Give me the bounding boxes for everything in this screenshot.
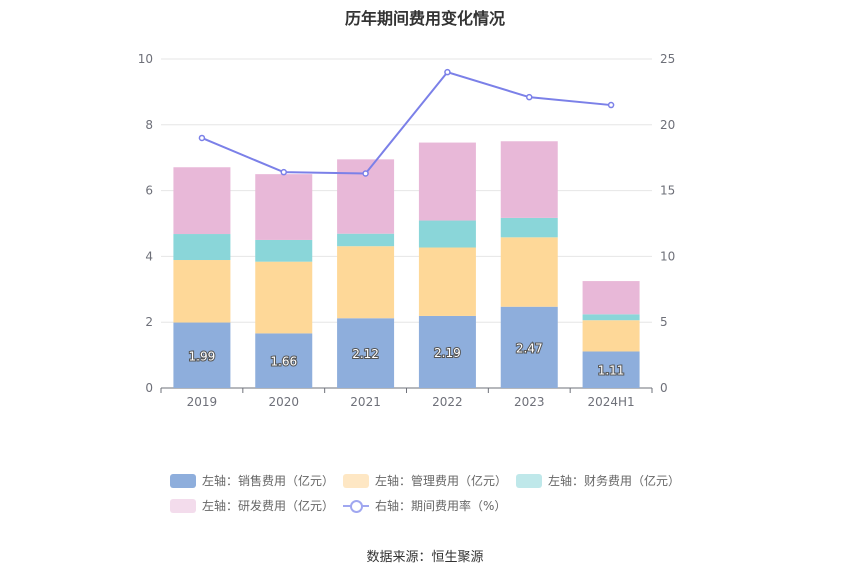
bar-value-label: 2.19: [434, 346, 461, 360]
legend-item-sales[interactable]: 左轴：销售费用（亿元）: [170, 472, 334, 489]
bar-segment: [500, 306, 558, 388]
bar-segment: [418, 315, 476, 388]
bar-segment: [173, 260, 231, 323]
bar-segment: [337, 318, 395, 388]
bar-segment: [418, 220, 476, 248]
legend-item-expense-ratio[interactable]: 右轴：期间费用率（%）: [343, 497, 506, 514]
x-axis-tick-label: 2023: [514, 395, 545, 409]
expense-ratio-point: [280, 168, 287, 176]
bar-value-label: 1.66: [270, 355, 297, 369]
right-axis-tick-label: 25: [660, 52, 675, 66]
bar-segment: [418, 247, 476, 316]
expense-ratio-point: [444, 68, 451, 76]
bar-segment: [255, 333, 313, 388]
bar-segment: [582, 281, 640, 315]
left-axis-tick-label: 8: [145, 118, 153, 132]
bar-segment: [500, 217, 558, 238]
expense-ratio-point: [526, 93, 533, 101]
left-axis-tick-label: 4: [145, 249, 153, 263]
legend-label: 左轴：财务费用（亿元）: [548, 474, 681, 488]
bar-segment: [173, 234, 231, 261]
legend-item-finance[interactable]: 左轴：财务费用（亿元）: [516, 472, 680, 489]
expense-ratio-point: [198, 134, 206, 142]
bar-value-label: 2.47: [516, 341, 543, 355]
bar-segment: [255, 261, 313, 334]
legend-swatch: [170, 473, 196, 488]
bar-segment: [418, 142, 476, 221]
bar-segment: [500, 141, 558, 218]
x-axis-tick-label: 2020: [268, 395, 299, 409]
bar-value-label: 1.11: [598, 364, 625, 378]
legend-swatch: [170, 498, 196, 513]
bar-value-label: 2.12: [352, 347, 379, 361]
legend-label: 左轴：研发费用（亿元）: [202, 499, 335, 513]
x-axis-tick-label: 2024H1: [587, 395, 634, 409]
expense-ratio-line: [201, 71, 612, 175]
right-axis-tick-label: 20: [660, 118, 675, 132]
bar-segment: [582, 314, 640, 321]
bar-segment: [255, 239, 313, 262]
left-axis-tick-label: 0: [145, 381, 153, 395]
legend-label: 左轴：销售费用（亿元）: [202, 474, 335, 488]
bar-segment: [582, 320, 640, 352]
legend-label: 右轴：期间费用率（%）: [375, 499, 507, 513]
legend-swatch: [343, 473, 369, 488]
chart-plot: 0 2 4 6 8 10 0 5 10 15 20 25 2019 2020 2021 2022 2023 202…: [138, 52, 676, 409]
expense-ratio-point: [362, 170, 369, 177]
legend-label: 左轴：管理费用（亿元）: [375, 474, 508, 488]
legend-item-admin[interactable]: 左轴：管理费用（亿元）: [343, 472, 507, 489]
right-axis-tick-label: 15: [660, 184, 675, 198]
legend-swatch: [516, 473, 542, 488]
left-axis-tick-label: 2: [145, 315, 153, 329]
right-axis-tick-label: 0: [660, 381, 668, 395]
x-axis-tick-label: 2022: [432, 395, 463, 409]
expense-ratio-point: [607, 101, 615, 109]
bar-value-label: 1.99: [189, 349, 216, 363]
x-axis-tick-label: 2019: [187, 395, 218, 409]
left-axis-tick-label: 6: [145, 184, 153, 198]
bar-segment: [337, 246, 395, 319]
chart-title: 历年期间费用变化情况: [344, 9, 505, 28]
left-axis-tick-label: 10: [138, 52, 153, 66]
right-axis-tick-label: 5: [660, 315, 668, 329]
data-source: 数据来源：恒生聚源: [366, 550, 484, 565]
bar-segment: [173, 167, 231, 235]
bar-segment: [255, 174, 313, 240]
legend-line-swatch: [343, 499, 369, 513]
bar-segment: [173, 322, 231, 388]
bar-segment: [582, 351, 640, 388]
x-axis-tick-label: 2021: [350, 395, 381, 409]
bar-segment: [500, 237, 558, 307]
bar-segment: [337, 233, 395, 247]
legend-item-rd[interactable]: 左轴：研发费用（亿元）: [170, 497, 334, 514]
right-axis-tick-label: 10: [660, 249, 675, 263]
